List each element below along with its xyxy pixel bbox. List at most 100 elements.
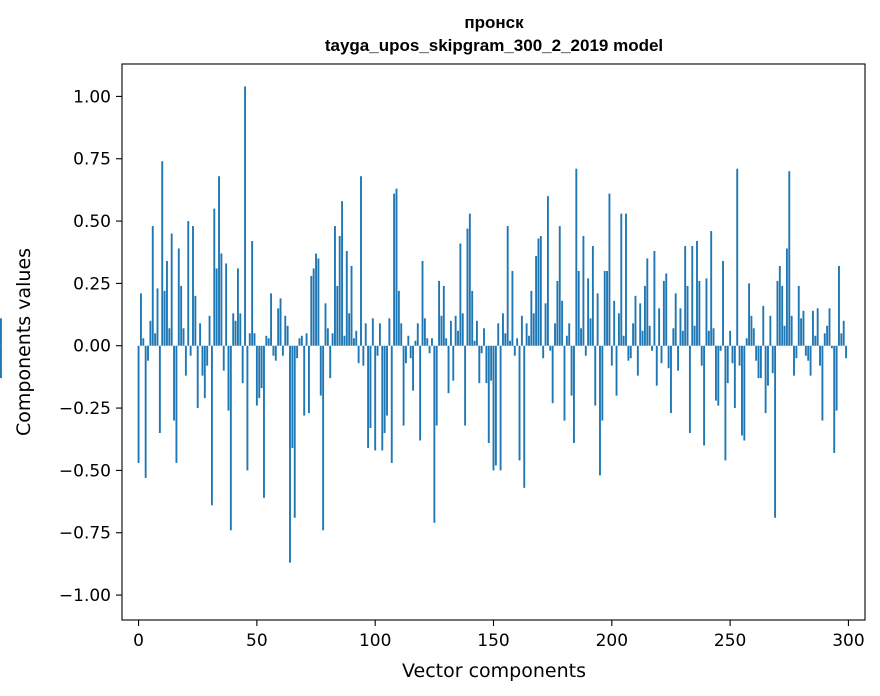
bar [781,285,784,346]
bar [710,231,713,346]
bar [251,241,254,346]
bar [563,345,566,421]
bar [423,318,426,346]
bar [575,168,578,346]
bar [277,308,280,346]
bar [677,345,680,371]
bar [317,258,320,346]
x-tick-label: 50 [246,631,268,651]
x-tick-label: 300 [832,631,864,651]
bar [386,345,388,416]
bar [154,333,157,346]
bar [272,345,275,356]
bar [367,345,370,448]
bar [589,318,592,346]
bar [755,345,758,361]
y-tick-label: 0.50 [73,212,111,232]
chart-title-line2: tayga_upos_skipgram_300_2_2019 model [325,36,663,55]
bar [378,323,381,346]
bar [0,345,2,379]
bar [665,273,668,346]
bar [279,298,282,346]
bar [213,208,216,346]
bar [731,345,734,364]
bar [416,323,419,346]
bar [281,345,284,356]
bar [705,278,708,346]
bar [137,345,140,463]
bar [156,288,159,346]
bar [454,315,457,346]
bar [842,320,845,346]
bar [691,246,694,346]
bar [771,345,774,374]
y-tick-label: 1.00 [73,87,111,107]
bar [184,345,187,376]
bar [606,270,609,346]
bar [520,315,523,346]
bar [234,320,237,346]
bar [239,313,242,346]
bar [532,313,535,346]
bar [144,345,147,478]
y-tick-label: 0.00 [73,337,111,357]
bar [225,263,228,346]
bar [227,345,230,411]
bar [714,345,717,401]
bar [516,338,519,346]
bar [203,345,206,399]
bar [466,228,469,346]
y-tick-label: −1.00 [59,586,111,606]
y-tick-label: −0.25 [59,399,111,419]
bar [208,315,211,346]
bar [641,330,644,346]
bar [523,345,526,488]
bar [286,325,289,346]
y-tick-label: 0.75 [73,150,111,170]
bar [729,330,732,346]
chart-title-line1: пронск [464,13,524,32]
bar [658,308,661,346]
y-tick-label: 0.25 [73,274,111,294]
bar [698,280,701,346]
bar [468,213,471,346]
bar [722,260,724,346]
bar [274,345,277,361]
bar [393,193,396,346]
bar [350,265,353,346]
bar [355,330,358,346]
bar [833,345,836,453]
bar [270,293,273,346]
bar [452,345,455,381]
y-tick-label: −0.50 [59,461,111,481]
bar [646,258,649,346]
bar [142,338,145,346]
bar [826,325,829,346]
bar [182,328,185,346]
bar [405,345,407,364]
bar [795,345,798,359]
bar [158,345,161,433]
bar [364,323,367,346]
bar [402,345,405,426]
bar [490,345,493,381]
bar [643,285,646,346]
bar [447,345,450,394]
bar [816,308,819,346]
bar [686,285,689,346]
bar [634,295,637,346]
x-axis: 0 50 100 150 200 250 300 [133,620,865,651]
bar [428,345,431,354]
bar [220,253,223,346]
bar [764,345,767,414]
x-tick-label: 100 [359,631,391,651]
bar [518,345,521,461]
bar [168,328,171,346]
bar [147,345,149,361]
bar [655,345,658,386]
bar [793,345,795,376]
bar [407,335,410,346]
bar [757,345,760,379]
bar [475,320,478,346]
bar [821,345,824,421]
